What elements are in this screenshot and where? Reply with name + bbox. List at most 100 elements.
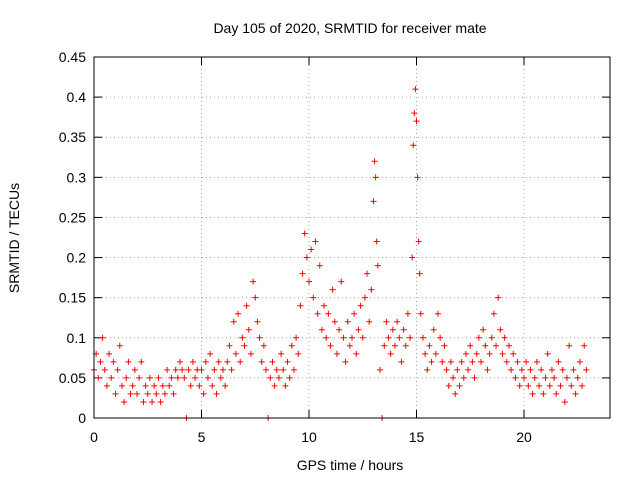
y-tick-label: 0 (78, 410, 86, 426)
data-point (263, 366, 269, 373)
data-point (527, 366, 534, 373)
data-point (488, 334, 495, 341)
data-point (211, 366, 218, 373)
data-point (110, 358, 117, 365)
data-point (258, 358, 265, 365)
data-point (574, 374, 581, 381)
data-point (392, 342, 398, 349)
data-point (140, 398, 147, 405)
data-point (192, 374, 199, 381)
y-tick-label: 0.05 (59, 370, 86, 386)
data-point (125, 358, 132, 365)
data-point (129, 382, 136, 389)
x-tick-label: 10 (301, 429, 317, 445)
data-point (400, 326, 407, 333)
data-point (414, 174, 421, 181)
data-point (437, 334, 444, 341)
data-point (387, 350, 394, 357)
data-point (159, 382, 166, 389)
data-point (275, 374, 282, 381)
y-tick-label: 0.15 (59, 290, 86, 306)
data-point (222, 382, 229, 389)
data-point (514, 358, 521, 365)
data-point (555, 358, 562, 365)
data-point (493, 342, 500, 349)
data-point (407, 334, 414, 341)
data-point (568, 382, 575, 389)
data-point (538, 366, 545, 373)
data-point (394, 318, 401, 325)
x-tick-label: 20 (516, 429, 532, 445)
data-point (490, 310, 497, 317)
data-point (314, 310, 321, 317)
data-point (518, 366, 525, 373)
data-point (357, 302, 364, 309)
data-point (295, 350, 302, 357)
data-point (460, 374, 467, 381)
data-point (202, 358, 209, 365)
data-point (340, 334, 347, 341)
data-point (121, 398, 128, 405)
data-point (355, 326, 362, 333)
data-point (351, 310, 358, 317)
data-point (269, 358, 276, 365)
data-point (134, 390, 140, 397)
data-point (450, 374, 457, 381)
data-point (480, 326, 487, 333)
data-point (389, 326, 396, 333)
data-point (482, 342, 489, 349)
data-point (213, 390, 220, 397)
data-point (486, 350, 493, 357)
data-point (458, 358, 465, 365)
data-point (344, 318, 351, 325)
data-point (144, 390, 151, 397)
data-point (371, 158, 378, 165)
data-point (97, 358, 104, 365)
data-point (185, 366, 192, 373)
data-point (106, 350, 113, 357)
data-point (329, 286, 336, 293)
x-axis-label: GPS time / hours (297, 457, 404, 473)
data-point (290, 366, 297, 373)
data-point (447, 358, 454, 365)
data-point (564, 374, 570, 381)
data-point (497, 326, 504, 333)
data-point (441, 342, 448, 349)
data-point (572, 390, 579, 397)
data-point (381, 342, 388, 349)
data-point (123, 374, 130, 381)
data-point (306, 278, 312, 285)
data-point (540, 390, 547, 397)
data-point (170, 390, 177, 397)
data-point (445, 382, 452, 389)
data-point (247, 350, 254, 357)
data-point (331, 318, 338, 325)
data-point (551, 374, 558, 381)
data-point (127, 390, 134, 397)
data-point (271, 382, 278, 389)
data-point (546, 382, 553, 389)
data-point (204, 374, 211, 381)
data-point (529, 390, 536, 397)
data-point (312, 238, 319, 245)
y-tick-label: 0.45 (59, 49, 86, 65)
data-point (557, 382, 564, 389)
data-point (161, 390, 168, 397)
data-point (544, 350, 551, 357)
data-point (254, 318, 261, 325)
y-tick-label: 0.3 (67, 169, 87, 185)
data-point (353, 350, 360, 357)
data-point (396, 334, 403, 341)
data-point (99, 334, 106, 341)
data-point (452, 390, 459, 397)
data-point (245, 326, 252, 333)
data-point (308, 246, 315, 253)
data-point (495, 294, 502, 301)
x-tick-label: 5 (198, 429, 206, 445)
data-point (299, 270, 306, 277)
data-point (131, 366, 138, 373)
data-point (327, 342, 334, 349)
data-point (282, 382, 289, 389)
data-point (196, 382, 203, 389)
data-point (503, 358, 510, 365)
